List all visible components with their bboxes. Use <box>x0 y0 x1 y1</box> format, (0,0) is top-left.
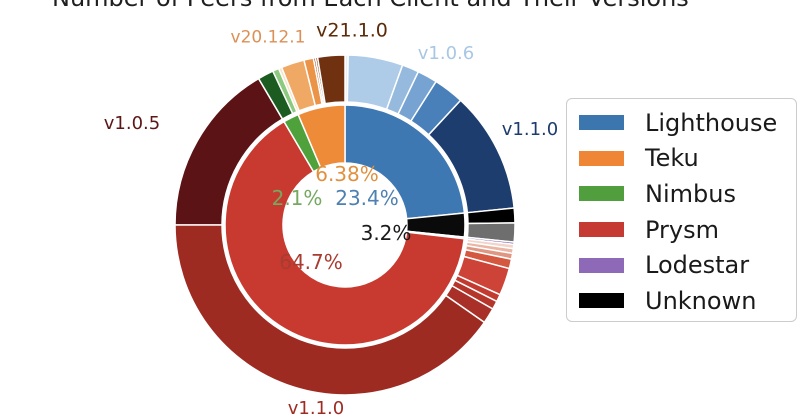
legend: Lighthouse Teku Nimbus Prysm Lodestar Un… <box>566 98 797 322</box>
legend-label-unknown: Unknown <box>645 286 757 315</box>
legend-label-nimbus: Nimbus <box>645 179 736 208</box>
inner-wedge-prysm <box>224 120 465 346</box>
version-label-lighthouse-v1-1-0: v1.1.0 <box>501 119 559 140</box>
legend-item-prysm: Prysm <box>579 212 796 248</box>
center-label-prysm-pct: 64.7% <box>279 250 343 274</box>
legend-item-lighthouse: Lighthouse <box>579 105 796 141</box>
legend-swatch-prysm <box>579 222 624 238</box>
legend-swatch-teku <box>579 150 624 166</box>
legend-label-lodestar: Lodestar <box>645 251 750 280</box>
legend-item-teku: Teku <box>579 141 796 177</box>
legend-swatch-nimbus <box>579 186 624 202</box>
legend-swatch-unknown <box>579 293 624 309</box>
outer-wedge-teku-v21-1-0 <box>316 54 346 105</box>
chart-title: Number of Peers from Each Client and The… <box>52 0 689 12</box>
center-label-teku-pct: 6.38% <box>315 162 379 186</box>
legend-item-nimbus: Nimbus <box>579 176 796 212</box>
legend-swatch-lodestar <box>579 257 624 273</box>
legend-label-teku: Teku <box>645 144 699 173</box>
version-label-teku-v20-12-1: v20.12.1 <box>230 27 306 48</box>
outer-wedge-prysm-v1-1-0 <box>174 224 486 396</box>
legend-item-unknown: Unknown <box>579 283 796 319</box>
center-label-nimbus-pct: 2.1% <box>271 186 323 210</box>
version-label-prysm-v1-1-0: v1.1.0 <box>287 398 345 419</box>
version-label-teku-v21-1-0: v21.1.0 <box>316 19 388 42</box>
version-label-prysm-v1-0-5: v1.0.5 <box>103 113 161 134</box>
inner-wedge-lighthouse <box>344 104 466 220</box>
center-label-unknown-pct: 3.2% <box>360 221 412 245</box>
inner-wedge-teku <box>297 104 346 169</box>
legend-item-lodestar: Lodestar <box>579 247 796 283</box>
legend-label-lighthouse: Lighthouse <box>645 108 778 137</box>
version-label-lighthouse-v1-0-6: v1.0.6 <box>417 43 475 64</box>
legend-swatch-lighthouse <box>579 115 624 131</box>
center-label-lighthouse-pct: 23.4% <box>335 186 399 210</box>
legend-label-prysm: Prysm <box>645 215 720 244</box>
